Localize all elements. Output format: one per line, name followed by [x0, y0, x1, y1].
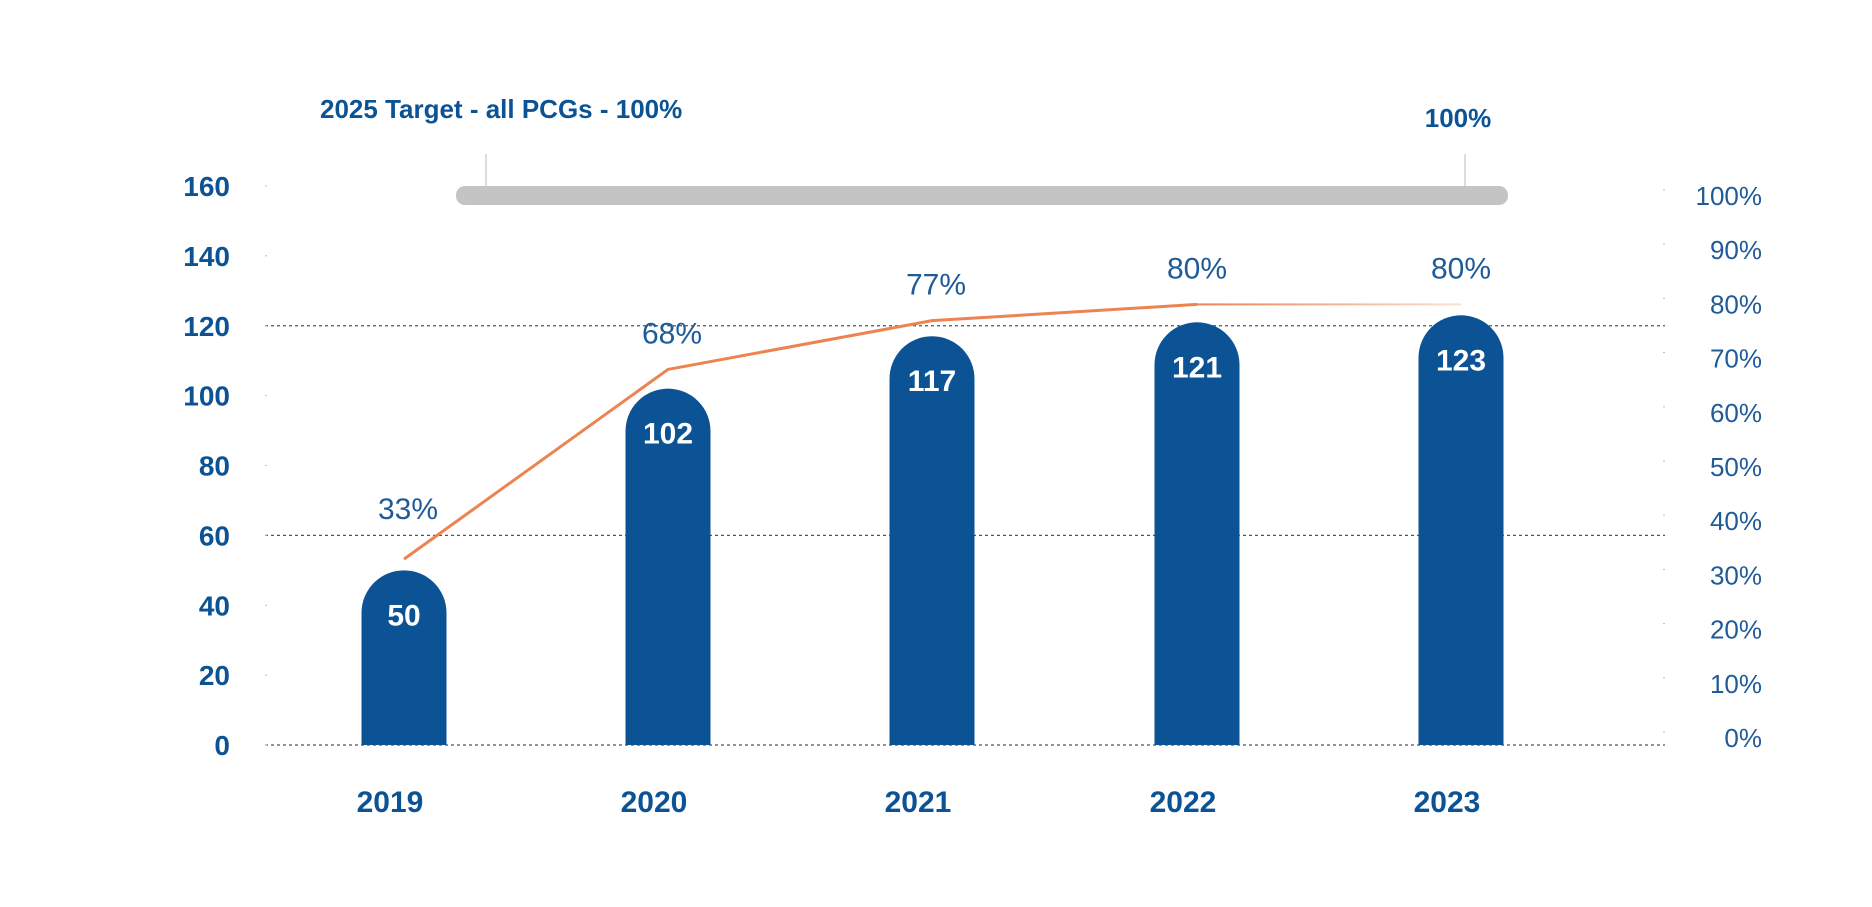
line-value-label: 68%	[642, 317, 702, 350]
x-tick-label: 2019	[357, 786, 424, 819]
y2-tick-label: 30%	[1710, 560, 1762, 590]
bar-value-label: 50	[387, 599, 420, 632]
target-value-label: 100%	[1425, 103, 1492, 133]
y-tick-label: 60	[199, 520, 230, 551]
y2-tick-label: 80%	[1710, 289, 1762, 319]
y-tick-label: 100	[183, 381, 230, 412]
y-tick-label: 20	[199, 660, 230, 691]
bar-2020	[625, 388, 711, 745]
y-tick-label: 80	[199, 451, 230, 482]
bar-2019	[361, 570, 447, 745]
line-value-label: 33%	[378, 493, 438, 526]
bar-value-label: 121	[1172, 351, 1222, 384]
bar-value-label: 102	[643, 418, 693, 451]
bar-series	[361, 315, 1504, 745]
target-annotation: 2025 Target - all PCGs - 100% 100%	[320, 94, 1508, 205]
y2-tick-label: 40%	[1710, 506, 1762, 536]
y2-tick-label: 100%	[1696, 181, 1763, 211]
x-tick-label: 2020	[621, 786, 688, 819]
data-labels: 50 102 117 121 123 33% 68% 77% 80% 80%	[378, 252, 1491, 632]
bar-value-label: 123	[1436, 344, 1486, 377]
x-tick-label: 2021	[885, 786, 952, 819]
y-tick-label: 120	[183, 311, 230, 342]
y-tick-label: 140	[183, 241, 230, 272]
line-value-label: 80%	[1167, 252, 1227, 285]
bar-2022	[1154, 322, 1240, 745]
line-series	[403, 302, 1461, 561]
y2-tick-label: 0%	[1724, 723, 1762, 753]
y-tick-label: 40	[199, 590, 230, 621]
target-label: 2025 Target - all PCGs - 100%	[320, 94, 682, 124]
bar-2021	[889, 336, 975, 745]
line-value-label: 80%	[1431, 252, 1491, 285]
y2-tick-label: 50%	[1710, 452, 1762, 482]
y2-tick-label: 60%	[1710, 398, 1762, 428]
line-value-label: 77%	[906, 269, 966, 302]
y2-tick-label: 70%	[1710, 344, 1762, 374]
y2-tick-label: 20%	[1710, 615, 1762, 645]
y2-tick-label: 10%	[1710, 669, 1762, 699]
x-tick-label: 2022	[1150, 786, 1217, 819]
y-tick-label: 160	[183, 171, 230, 202]
axis-ticks: 0 20 40 60 80 100 120 140 160 0% 10% 20% 30% 40% 50% 60…	[183, 171, 1762, 819]
bar-value-label: 117	[908, 365, 956, 398]
y2-tick-label: 90%	[1710, 235, 1762, 265]
x-tick-label: 2023	[1414, 786, 1481, 819]
bar-2023	[1418, 315, 1504, 745]
line-last-segment	[1197, 303, 1461, 306]
line-path	[403, 302, 1198, 561]
target-bar	[456, 186, 1508, 205]
y-tick-label: 0	[214, 730, 230, 761]
